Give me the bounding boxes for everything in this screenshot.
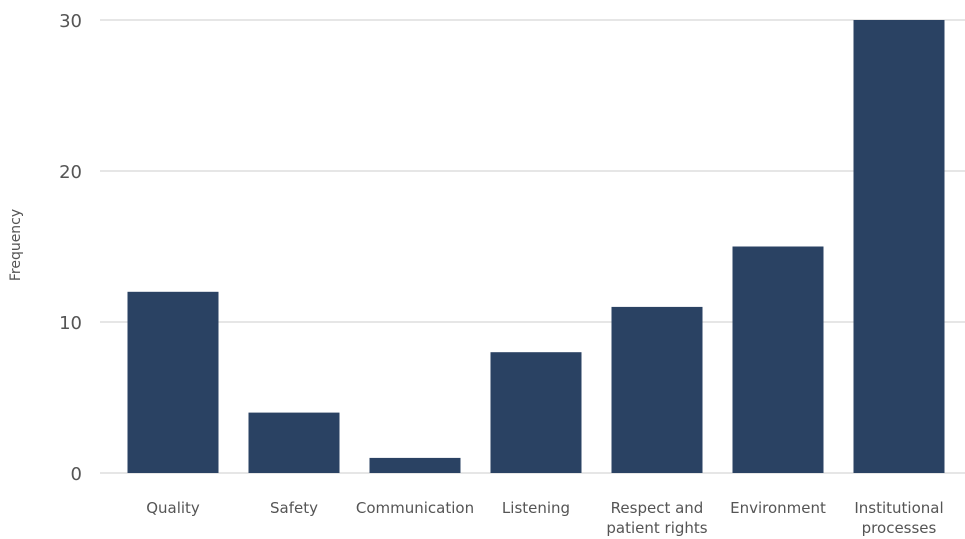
y-tick-label: 0	[71, 464, 82, 485]
y-axis-ticks: 0 10 20 30	[59, 11, 82, 485]
bars	[127, 20, 945, 473]
y-tick-label: 10	[59, 313, 82, 334]
x-category-label: Respect and patient rights	[606, 499, 707, 537]
bar	[611, 306, 703, 473]
x-axis-categories: Quality Safety Communication Listening Respe…	[146, 499, 943, 537]
x-category-label: Environment	[730, 499, 826, 517]
bar	[490, 352, 582, 473]
x-category-label-line: Institutional	[854, 499, 943, 517]
bar	[248, 412, 340, 473]
x-category-label: Quality	[146, 499, 200, 517]
x-category-label-line: patient rights	[606, 519, 707, 537]
x-category-label: Communication	[356, 499, 474, 517]
x-category-label-line: Quality	[146, 499, 200, 517]
y-tick-label: 20	[59, 162, 82, 183]
bar	[369, 457, 461, 473]
y-tick-label: 30	[59, 11, 82, 32]
x-category-label-line: Listening	[502, 499, 570, 517]
bar	[732, 246, 824, 473]
bar	[127, 291, 219, 473]
x-category-label-line: Communication	[356, 499, 474, 517]
x-category-label-line: Environment	[730, 499, 826, 517]
x-category-label: Safety	[270, 499, 318, 517]
x-category-label-line: Respect and	[611, 499, 704, 517]
x-category-label-line: Safety	[270, 499, 318, 517]
x-category-label: Institutional processes	[854, 499, 943, 537]
x-category-label: Listening	[502, 499, 570, 517]
y-axis-title: Frequency	[8, 209, 24, 281]
x-category-label-line: processes	[862, 519, 937, 537]
bar	[853, 20, 945, 473]
